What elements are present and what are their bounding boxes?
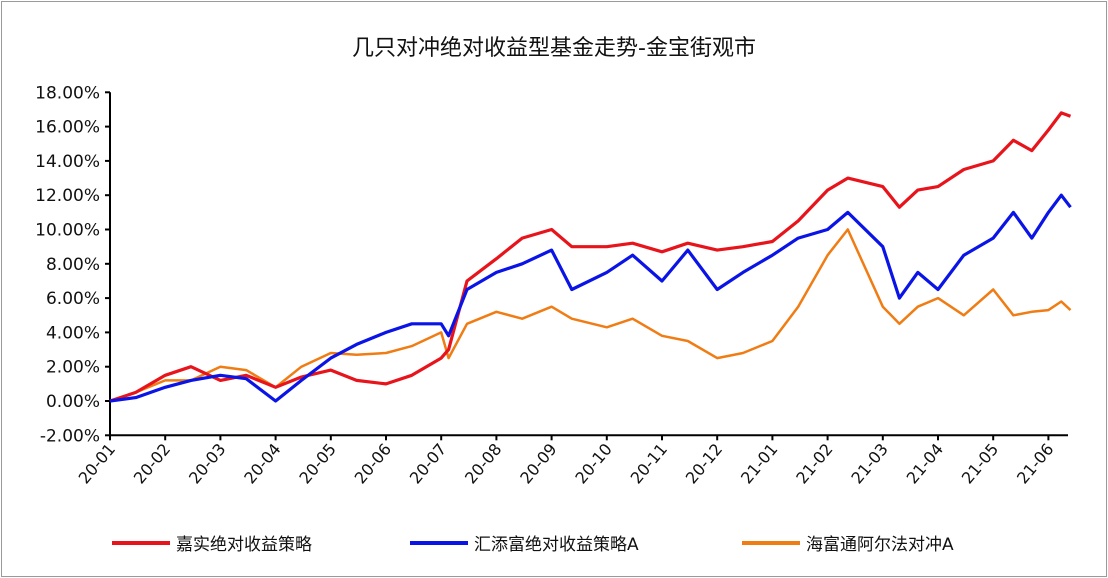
series-line-2 (109, 228, 1072, 403)
legend-swatch (742, 540, 800, 545)
x-tick-label: 21-05 (958, 440, 1002, 488)
x-tick-label: 21-01 (737, 440, 781, 488)
legend-item-series-1: 汇添富绝对收益策略A (410, 530, 639, 555)
y-tick-label: 14.00% (35, 152, 100, 172)
legend-label: 海富通阿尔法对冲A (806, 535, 954, 555)
x-tick-label: 20-12 (682, 440, 726, 488)
x-tick-label: 20-04 (240, 440, 284, 488)
y-tick-label: 12.00% (35, 186, 100, 206)
x-tick-label: 20-10 (571, 440, 615, 488)
y-tick-label: 2.00% (46, 358, 100, 378)
y-tick-label: -2.00% (40, 426, 100, 446)
x-tick-label: 20-02 (130, 440, 174, 488)
x-tick-label: 21-02 (792, 440, 836, 488)
legend-item-series-0: 嘉实绝对收益策略 (112, 530, 312, 555)
y-tick-label: 10.00% (35, 221, 100, 241)
x-tick-label: 20-06 (351, 440, 395, 488)
legend-label: 汇添富绝对收益策略A (474, 535, 639, 555)
x-tick-label: 21-06 (1013, 440, 1057, 488)
x-tick-label: 20-01 (75, 440, 119, 488)
legend-swatch (112, 540, 170, 545)
y-tick-label: 8.00% (46, 255, 100, 275)
x-tick-label: 21-04 (903, 440, 947, 488)
legend-item-series-2: 海富通阿尔法对冲A (742, 530, 954, 555)
series-line-1 (109, 193, 1072, 403)
legend-swatch (410, 540, 468, 545)
chart-title: 几只对冲绝对收益型基金走势-金宝街观市 (352, 36, 756, 61)
legend-label: 嘉实绝对收益策略 (176, 535, 312, 555)
x-tick-label: 20-09 (516, 440, 560, 488)
x-tick-label: 20-05 (295, 440, 339, 488)
y-tick-label: 18.00% (35, 83, 100, 103)
x-tick-label: 20-08 (461, 440, 505, 488)
series-line-0 (109, 111, 1072, 403)
y-tick-label: 6.00% (46, 289, 100, 309)
x-tick-label: 20-07 (406, 440, 450, 488)
x-tick-label: 20-11 (627, 440, 671, 488)
x-tick-label: 20-03 (185, 440, 229, 488)
x-tick-label: 21-03 (847, 440, 891, 488)
y-tick-label: 0.00% (46, 392, 100, 412)
y-tick-label: 4.00% (46, 323, 100, 343)
y-tick-label: 16.00% (35, 118, 100, 138)
